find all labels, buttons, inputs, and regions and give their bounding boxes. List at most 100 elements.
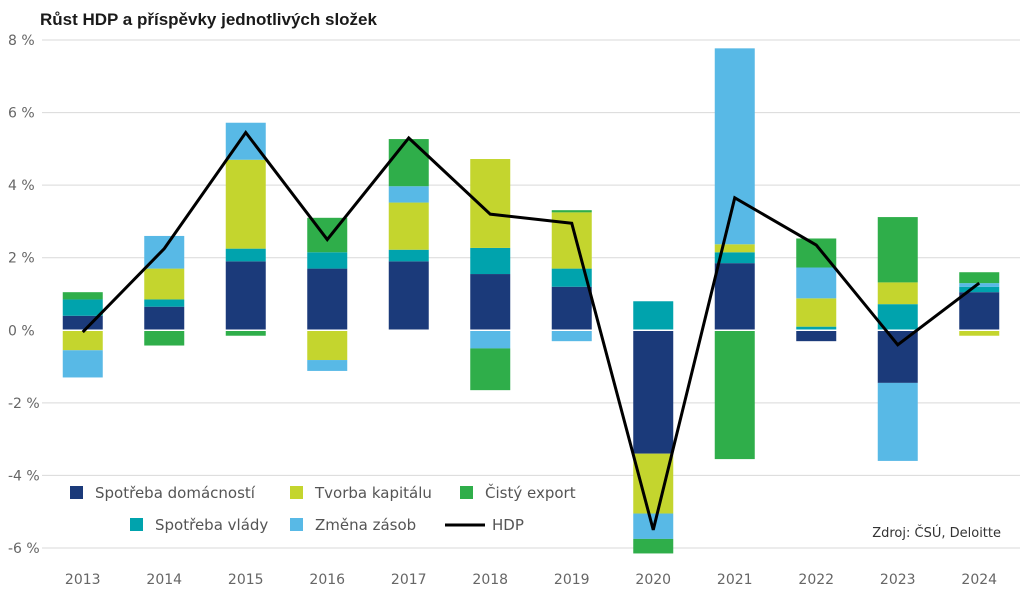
bar-cisty-export-2014 — [144, 330, 185, 346]
bar-spotreba-vlady-2016 — [307, 252, 348, 269]
bar-spotreba-domacnosti-2022 — [796, 330, 837, 342]
y-tick-label: 6 % — [8, 106, 35, 122]
x-tick-label: 2016 — [309, 572, 345, 588]
bar-spotreba-vlady-2018 — [470, 247, 511, 275]
bar-tvorba-kapitalu-2016 — [307, 330, 348, 361]
bar-spotreba-domacnosti-2013 — [62, 315, 103, 331]
bar-cisty-export-2020 — [633, 538, 674, 554]
x-axis: 2013 2014 2015 2016 2017 2018 2019 2020 2021 2022… — [65, 572, 997, 588]
hdp-line — [81, 129, 981, 531]
bar-cisty-export-2024 — [959, 272, 1000, 284]
legend-label-spotreba-vlady: Spotřeba vlády — [155, 516, 268, 534]
bar-cisty-export-2017 — [388, 139, 429, 187]
bar-spotreba-vlady-2021 — [714, 252, 755, 264]
bar-zmena-zasob-2016 — [307, 360, 348, 371]
legend-swatch-zmena-zasob — [290, 518, 303, 531]
bar-spotreba-vlady-2020 — [633, 301, 674, 331]
legend-item-zmena-zasob: Změna zásob — [290, 516, 416, 534]
x-tick-label: 2015 — [228, 572, 264, 588]
bar-cisty-export-2019 — [551, 210, 592, 213]
y-tick-label: 4 % — [8, 178, 35, 194]
chart-title: Růst HDP a příspěvky jednotlivých složek — [40, 10, 377, 29]
bar-spotreba-vlady-2017 — [388, 249, 429, 262]
x-tick-label: 2019 — [554, 572, 590, 588]
legend-swatch-cisty-export — [460, 486, 473, 499]
gridlines — [42, 39, 1020, 549]
legend: Spotřeba domácností Tvorba kapitálu Čistý … — [70, 483, 576, 534]
x-tick-label: 2020 — [635, 572, 671, 588]
x-tick-label: 2017 — [391, 572, 427, 588]
legend-item-spotreba-domacnosti: Spotřeba domácností — [70, 484, 256, 502]
bar-cisty-export-2023 — [877, 217, 918, 283]
x-tick-label: 2014 — [146, 572, 182, 588]
bars — [62, 48, 1000, 554]
legend-label-spotreba-domacnosti: Spotřeba domácností — [95, 484, 256, 502]
bar-spotreba-domacnosti-2023 — [877, 330, 918, 383]
bar-zmena-zasob-2022 — [796, 267, 837, 299]
bar-spotreba-domacnosti-2024 — [959, 292, 1000, 331]
y-tick-label: 8 % — [8, 33, 35, 49]
x-tick-label: 2024 — [961, 572, 997, 588]
bar-spotreba-vlady-2024 — [959, 286, 1000, 293]
legend-label-hdp: HDP — [492, 516, 524, 534]
hdp-line-layer — [81, 129, 981, 531]
bar-zmena-zasob-2023 — [877, 382, 918, 461]
bar-spotreba-vlady-2019 — [551, 268, 592, 287]
legend-item-hdp: HDP — [445, 516, 524, 534]
bar-tvorba-kapitalu-2018 — [470, 159, 511, 248]
bar-tvorba-kapitalu-2022 — [796, 298, 837, 327]
x-tick-label: 2021 — [717, 572, 753, 588]
y-tick-label: 2 % — [8, 251, 35, 267]
legend-swatch-tvorba-kapitalu — [290, 486, 303, 499]
bar-tvorba-kapitalu-2020 — [633, 453, 674, 514]
x-tick-label: 2023 — [880, 572, 916, 588]
x-tick-label: 2018 — [472, 572, 508, 588]
bar-tvorba-kapitalu-2024 — [959, 330, 1000, 336]
bar-cisty-export-2021 — [714, 330, 755, 460]
bar-zmena-zasob-2013 — [62, 350, 103, 378]
bar-cisty-export-2015 — [225, 330, 266, 336]
bar-spotreba-domacnosti-2014 — [144, 306, 185, 331]
legend-item-tvorba-kapitalu: Tvorba kapitálu — [290, 484, 432, 502]
bar-spotreba-domacnosti-2018 — [470, 274, 511, 331]
bar-zmena-zasob-2017 — [388, 186, 429, 203]
legend-label-cisty-export: Čistý export — [485, 483, 576, 502]
bar-spotreba-domacnosti-2019 — [551, 286, 592, 331]
bar-tvorba-kapitalu-2017 — [388, 202, 429, 250]
source-note: Zdroj: ČSÚ, Deloitte — [872, 525, 1001, 541]
bar-spotreba-vlady-2015 — [225, 248, 266, 262]
bar-spotreba-domacnosti-2020 — [633, 330, 674, 454]
bar-tvorba-kapitalu-2013 — [62, 330, 103, 351]
y-tick-label: 0 % — [8, 323, 35, 339]
bar-zmena-zasob-2021 — [714, 48, 755, 245]
y-axis: 8 % 6 % 4 % 2 % 0 % -2 % -4 % -6 % — [8, 33, 40, 557]
bar-spotreba-domacnosti-2021 — [714, 263, 755, 331]
bar-spotreba-vlady-2014 — [144, 299, 185, 307]
legend-swatch-spotreba-vlady — [130, 518, 143, 531]
legend-item-cisty-export: Čistý export — [460, 483, 576, 502]
bar-spotreba-domacnosti-2015 — [225, 261, 266, 331]
y-tick-label: -4 % — [8, 468, 40, 484]
bar-zmena-zasob-2018 — [470, 330, 511, 349]
bar-spotreba-vlady-2023 — [877, 304, 918, 331]
bar-spotreba-vlady-2013 — [62, 299, 103, 316]
bar-cisty-export-2018 — [470, 348, 511, 391]
y-tick-label: -2 % — [8, 396, 40, 412]
x-tick-label: 2013 — [65, 572, 101, 588]
x-tick-label: 2022 — [798, 572, 834, 588]
y-tick-label: -6 % — [8, 541, 40, 557]
bar-cisty-export-2013 — [62, 292, 103, 300]
bar-spotreba-domacnosti-2016 — [307, 268, 348, 331]
bar-tvorba-kapitalu-2015 — [225, 159, 266, 249]
bar-spotreba-domacnosti-2017 — [388, 261, 429, 331]
bar-spotreba-vlady-2022 — [796, 326, 837, 331]
bar-tvorba-kapitalu-2014 — [144, 268, 185, 300]
legend-item-spotreba-vlady: Spotřeba vlády — [130, 516, 268, 534]
legend-label-tvorba-kapitalu: Tvorba kapitálu — [314, 484, 432, 502]
bar-tvorba-kapitalu-2021 — [714, 244, 755, 253]
legend-label-zmena-zasob: Změna zásob — [315, 516, 416, 534]
legend-swatch-spotreba-domacnosti — [70, 486, 83, 499]
bar-tvorba-kapitalu-2023 — [877, 282, 918, 305]
bar-zmena-zasob-2019 — [551, 330, 592, 342]
